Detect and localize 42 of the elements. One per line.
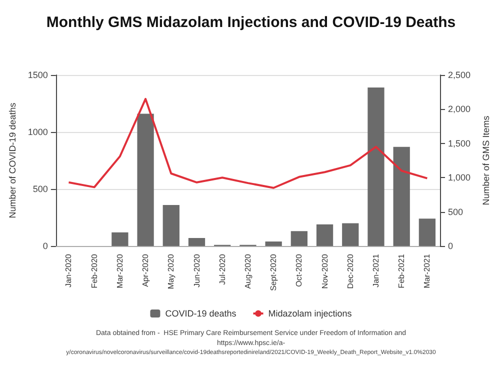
y2-tick-label: 1,000 — [448, 172, 471, 183]
chart-title: Monthly GMS Midazolam Injections and COVID-19 Deaths — [46, 14, 456, 31]
y2-tick-label: 2,000 — [448, 104, 471, 114]
x-tick-label: Feb-2020 — [90, 253, 99, 288]
bar — [418, 218, 436, 246]
bar — [112, 232, 128, 246]
bar — [162, 204, 180, 246]
y-tick-label: 0 — [42, 241, 48, 251]
bar — [393, 146, 410, 246]
x-tick-label: Oct-2020 — [294, 253, 304, 287]
legend-label: COVID-19 deaths — [165, 308, 237, 318]
x-tick-label: Aug-2020 — [243, 253, 252, 289]
bar — [342, 223, 359, 246]
y-axis-title: Number of COVID-19 deaths — [8, 102, 18, 218]
x-tick-label: Dec-2020 — [346, 253, 355, 289]
y-tick-label: 1000 — [28, 127, 48, 137]
y2-tick-label: 1,500 — [448, 138, 471, 148]
bar — [368, 88, 384, 246]
y2-tick-label: 2,500 — [448, 70, 471, 80]
x-tick-label: Nov-2020 — [320, 253, 330, 289]
bar — [316, 224, 334, 246]
x-tick-label: Jan-2021 — [371, 253, 380, 288]
y-tick-label: 500 — [32, 184, 48, 194]
x-tick-label: Jul-2020 — [218, 253, 227, 285]
x-tick-label: Sept-2020 — [269, 253, 278, 291]
x-tick-label: Jan-2020 — [64, 253, 74, 288]
y2-axis-title: Number of GMS Items — [480, 115, 491, 206]
x-tick-label: May 2020 — [166, 253, 176, 290]
x-tick-label: Mar-2021 — [422, 253, 432, 288]
x-tick-label: Jun-2020 — [192, 253, 202, 288]
legend-label: Midazolam injections — [268, 308, 352, 318]
bar — [137, 114, 154, 246]
bar — [290, 231, 308, 246]
x-tick-label: Mar-2020 — [115, 253, 124, 288]
bar — [188, 238, 206, 246]
y-tick-label: 1500 — [28, 70, 48, 80]
y2-tick-label: 0 — [448, 241, 454, 251]
line-series — [68, 98, 428, 189]
bar — [265, 241, 282, 246]
x-tick-label: Apr-2020 — [141, 253, 150, 287]
y2-tick-label: 500 — [448, 206, 464, 217]
x-tick-label: Feb-2021 — [397, 253, 406, 288]
